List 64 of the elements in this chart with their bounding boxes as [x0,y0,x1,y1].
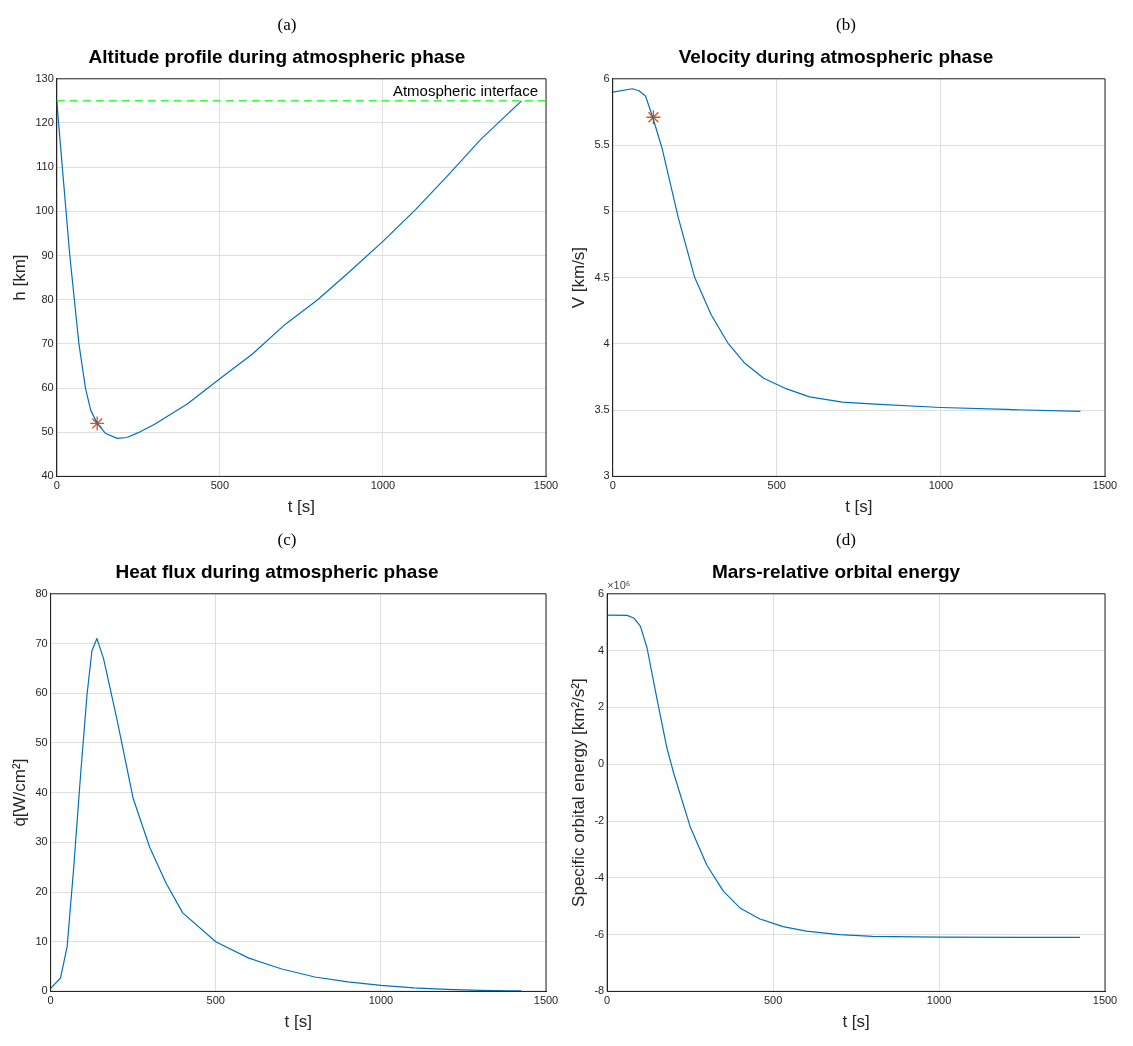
y-tick-label: 130 [35,71,54,84]
chart-subtitle: (d) [835,529,857,551]
x-axis-title: t [s] [842,1012,870,1032]
y-tick-label: 3 [603,469,610,482]
y-tick-label: 4.5 [594,270,610,283]
chart-subtitle: (b) [835,14,857,36]
y-tick-label: 3.5 [594,403,610,416]
y-tick-label: -8 [594,984,605,997]
y-tick-label: 50 [35,735,48,748]
x-tick-label: 1500 [1092,479,1118,492]
y-tick-label: 60 [41,381,54,394]
x-tick-label: 500 [210,479,230,492]
y-tick-label: 40 [35,785,48,798]
ref-line-label: Atmospheric interface [392,81,538,99]
y-tick-label: 110 [36,160,54,173]
x-tick-label: 1000 [370,479,396,492]
y-tick-label: 5 [603,204,610,217]
y-tick-label: 40 [41,469,54,482]
x-axis-title: t [s] [287,497,316,517]
x-tick-label: 1000 [926,994,952,1007]
y-tick-label: 80 [35,586,48,599]
y-tick-label: 120 [35,116,54,129]
x-axis-title: t [s] [845,497,873,517]
x-tick-label: 500 [767,479,786,492]
x-tick-label: 500 [206,994,225,1007]
chart-title: Mars-relative orbital energy [711,560,961,582]
y-tick-label: 60 [35,686,48,699]
y-tick-label: 4 [598,643,605,656]
x-axis-title: t [s] [284,1012,313,1032]
y-tick-label: 100 [35,204,54,217]
y-tick-label: 0 [598,757,605,770]
y-tick-label: 6 [598,586,605,599]
x-tick-label: 1000 [368,994,394,1007]
y-tick-label: -2 [594,814,605,827]
chart-title: Altitude profile during atmospheric phase [88,45,466,67]
text: ×10⁶ [607,579,631,592]
y-tick-label: 10 [35,934,48,947]
y-tick-label: -4 [594,870,605,883]
y-tick-label: 5.5 [594,138,610,151]
y-tick-label: 50 [41,425,54,438]
y-axis-title: h [km] [9,254,29,301]
y-axis-title: q̇[W/cm²] [9,758,29,827]
x-tick-label: 500 [763,994,783,1007]
x-tick-label: 1000 [928,479,954,492]
y-tick-label: 0 [41,984,48,997]
x-tick-label: 1500 [1092,994,1118,1007]
x-tick-label: 1500 [533,994,559,1007]
y-tick-label: 80 [41,292,54,305]
x-tick-label: 1500 [533,479,559,492]
chart-subtitle: (c) [276,529,298,551]
y-axis-title: V [km/s] [568,246,588,309]
y-tick-label: 70 [35,636,48,649]
y-tick-label: 2 [598,700,605,713]
y-tick-label: 20 [35,885,48,898]
y-tick-label: 4 [603,336,610,349]
y-tick-label: 30 [35,835,48,848]
y-tick-label: 90 [41,248,54,261]
y-tick-label: 6 [603,71,610,84]
y-axis-title: Specific orbital energy [km²/s²] [568,678,588,907]
chart-title: Velocity during atmospheric phase [678,45,994,67]
chart-subtitle: (a) [276,14,298,36]
y-tick-label: -6 [594,927,605,940]
y-tick-label: 70 [41,336,54,349]
chart-title: Heat flux during atmospheric phase [115,560,439,582]
